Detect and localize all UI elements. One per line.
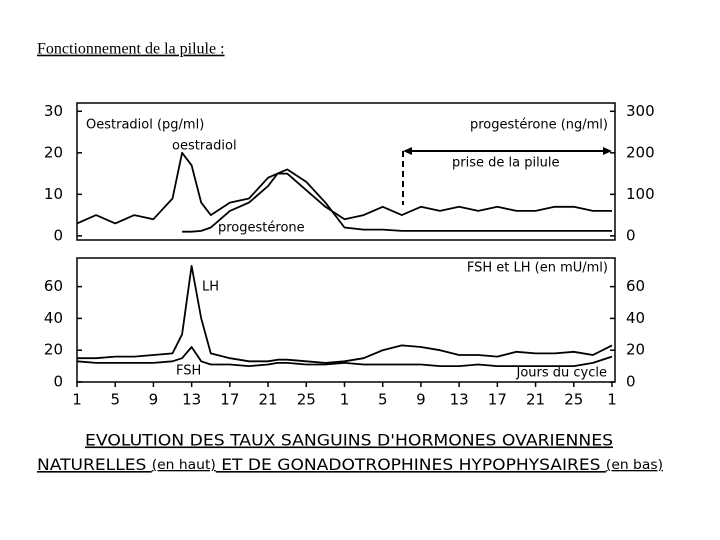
x-tick-label: 13: [450, 391, 469, 409]
y2-tick-label: 40: [626, 309, 645, 327]
caption-part: NATURELLES: [37, 455, 152, 474]
annotation: prise de la pilule: [452, 156, 560, 171]
x-tick-label: 5: [110, 391, 120, 409]
top-panel-frame: [76, 102, 616, 241]
x-tick-label: 1: [72, 391, 82, 409]
caption-part: (en haut): [152, 458, 216, 473]
x-tick-label: 17: [488, 391, 507, 409]
x-tick-label: 5: [378, 391, 388, 409]
series-label: LH: [202, 280, 219, 295]
x-tick-label: 21: [259, 391, 278, 409]
x-tick-label: 25: [297, 391, 316, 409]
x-tick-label: 1: [340, 391, 350, 409]
y2-axis-label: progestérone (ng/ml): [470, 118, 608, 133]
x-tick-label: 1: [607, 391, 617, 409]
y-axis-label: FSH et LH (en mU/ml): [467, 261, 608, 276]
x-tick-label: 21: [526, 391, 545, 409]
y2-tick-label: 100: [626, 185, 655, 203]
caption-part: (en bas): [606, 458, 663, 473]
x-tick-label: 9: [416, 391, 426, 409]
series-label: FSH: [176, 364, 201, 379]
y-tick-label: 30: [44, 102, 63, 120]
series-line: [182, 168, 612, 233]
y-tick-label: 20: [44, 341, 63, 359]
y2-tick-label: 200: [626, 143, 655, 161]
y-tick-label: 40: [44, 309, 63, 327]
y2-tick-label: 300: [626, 102, 655, 120]
series-line: [76, 346, 613, 367]
bottom-panel-frame: [76, 257, 616, 383]
y-tick-label: 60: [44, 277, 63, 295]
page-title: Fonctionnement de la pilule :: [37, 41, 225, 58]
series-label: progestérone: [218, 221, 305, 236]
caption: NATURELLES (en haut) ET DE GONADOTROPHIN…: [37, 455, 663, 474]
y-tick-label: 0: [53, 373, 63, 391]
x-tick-label: 25: [564, 391, 583, 409]
series-line: [77, 265, 613, 364]
y2-tick-label: 0: [626, 226, 636, 244]
x-tick-label: 9: [149, 391, 159, 409]
y2-tick-label: 60: [626, 277, 645, 295]
x-tick-label: 17: [220, 391, 239, 409]
caption: EVOLUTION DES TAUX SANGUINS D'HORMONES O…: [85, 431, 613, 450]
y-tick-label: 20: [44, 143, 63, 161]
series-label: oestradiol: [172, 139, 237, 154]
y-tick-label: 0: [53, 226, 63, 244]
x-axis-label: Jours du cycle: [516, 366, 608, 381]
caption-part: ET DE GONADOTROPHINES HYPOPHYSAIRES: [216, 455, 606, 474]
y2-tick-label: 0: [626, 373, 636, 391]
y2-tick-label: 20: [626, 341, 645, 359]
series-line: [76, 151, 612, 225]
x-tick-label: 13: [182, 391, 201, 409]
y-tick-label: 10: [44, 185, 63, 203]
y-axis-label: Oestradiol (pg/ml): [86, 118, 204, 133]
